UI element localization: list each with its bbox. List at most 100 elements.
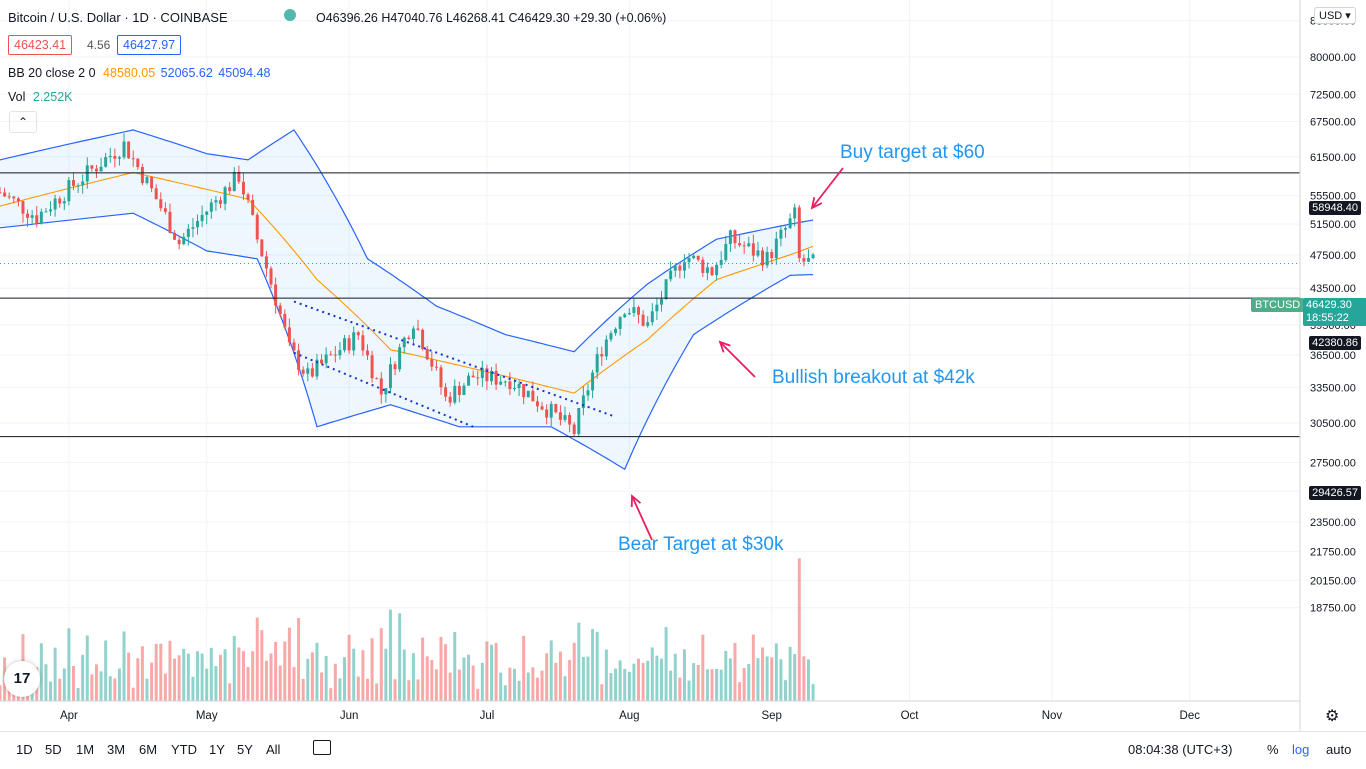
volume-bar — [411, 653, 415, 701]
volume-bar — [173, 658, 177, 701]
x-tick-label: Aug — [619, 710, 639, 722]
candle-body — [154, 188, 158, 200]
tradingview-logo-icon[interactable]: 17 — [4, 661, 40, 697]
volume-bar — [664, 627, 668, 701]
candle-body — [664, 279, 668, 300]
candle-body — [113, 155, 117, 159]
range-button-3m[interactable]: 3M — [107, 742, 126, 757]
candle-body — [21, 201, 25, 214]
candle-body — [545, 409, 549, 418]
candle-body — [531, 390, 535, 402]
candle-body — [416, 328, 420, 330]
candle-body — [163, 208, 167, 212]
candle-body — [595, 354, 599, 373]
symbol-title[interactable]: Bitcoin / U.S. Dollar · 1D · COINBASE — [8, 10, 228, 25]
volume-bar — [260, 630, 264, 701]
price-chart[interactable]: 18750.0020150.0021750.0023500.0025500.00… — [0, 0, 1366, 731]
annotation-arrowhead — [810, 197, 823, 210]
volume-bar — [439, 636, 443, 701]
volume-bar — [72, 665, 75, 701]
volume-bar — [728, 658, 732, 701]
bb-legend[interactable]: BB 20 close 2 0 48580.05 52065.62 45094.… — [8, 66, 270, 80]
candle-body — [241, 181, 245, 195]
candle-body — [402, 337, 406, 348]
gear-icon[interactable]: ⚙ — [1325, 708, 1340, 725]
volume-bar — [278, 665, 282, 701]
chevron-up-icon[interactable]: ⌃ — [9, 111, 37, 133]
x-tick-label: Apr — [60, 710, 78, 722]
range-button-1m[interactable]: 1M — [76, 742, 95, 757]
volume-bar — [434, 669, 438, 701]
volume-bar — [705, 669, 709, 701]
volume-bar — [365, 678, 369, 701]
candle-body — [173, 232, 177, 240]
volume-bar — [154, 643, 158, 701]
candle-body — [499, 381, 503, 385]
volume-bar — [94, 664, 98, 701]
candle-body — [586, 390, 590, 396]
volume-bar — [81, 654, 85, 701]
range-button-ytd[interactable]: YTD — [171, 742, 197, 757]
volume-bar — [76, 687, 80, 701]
candle-body — [453, 385, 457, 403]
volume-bar — [751, 634, 755, 701]
volume-bar — [765, 656, 769, 701]
log-toggle[interactable]: log — [1292, 742, 1310, 757]
range-button-all[interactable]: All — [266, 742, 281, 757]
candle-body — [462, 385, 466, 396]
volume-bar — [462, 657, 466, 701]
candle-body — [421, 329, 425, 349]
candle-body — [747, 243, 751, 247]
candle-body — [669, 270, 673, 280]
clock[interactable]: 08:04:38 (UTC+3) — [1128, 742, 1233, 757]
volume-bar — [485, 641, 489, 701]
y-tick-label: 30500.00 — [1310, 418, 1356, 430]
candle-body — [343, 338, 347, 351]
volume-bar — [292, 667, 296, 701]
candle-body — [205, 211, 209, 215]
volume-bar — [480, 662, 484, 701]
candle-body — [650, 311, 654, 323]
volume-bar — [228, 683, 232, 701]
currency-select[interactable]: USD ▾ — [1314, 7, 1356, 24]
candle-body — [370, 355, 374, 379]
auto-toggle[interactable]: auto — [1326, 742, 1352, 757]
candle-body — [756, 250, 760, 256]
volume-bar — [710, 669, 714, 701]
volume-bar — [641, 662, 645, 701]
volume-legend[interactable]: Vol 2.252K — [8, 90, 73, 104]
buy-price[interactable]: 46427.97 — [117, 35, 182, 55]
volume-bar — [379, 628, 383, 701]
calendar-icon[interactable] — [313, 740, 331, 755]
volume-bar — [659, 658, 663, 701]
candle-body — [563, 415, 567, 420]
volume-bar — [577, 622, 581, 701]
volume-bar — [104, 640, 108, 701]
range-button-5y[interactable]: 5Y — [237, 742, 253, 757]
volume-bar — [99, 671, 103, 701]
candle-body — [398, 347, 402, 370]
last-price: 46429.30 — [1306, 299, 1352, 311]
candle-body — [448, 396, 452, 403]
candle-body — [150, 177, 154, 189]
volume-bar — [223, 649, 227, 701]
candle-body — [508, 381, 512, 390]
percent-toggle[interactable]: % — [1267, 742, 1279, 757]
range-button-1y[interactable]: 1Y — [209, 742, 225, 757]
candle-body — [480, 368, 484, 378]
range-button-6m[interactable]: 6M — [139, 742, 158, 757]
y-tick-label: 33500.00 — [1310, 382, 1356, 394]
candle-body — [136, 158, 140, 168]
sell-price[interactable]: 46423.41 — [8, 35, 73, 55]
volume-bar — [678, 677, 682, 701]
price-tag: 46429.30 18:55:22 — [1303, 298, 1366, 326]
range-button-1d[interactable]: 1D — [16, 742, 33, 757]
range-button-5d[interactable]: 5D — [45, 742, 62, 757]
volume-bar — [297, 617, 301, 701]
candle-body — [659, 299, 663, 305]
volume-bar — [563, 676, 567, 701]
candle-body — [209, 202, 213, 212]
volume-bar — [214, 666, 218, 701]
candle-body — [600, 354, 604, 357]
candle-body — [604, 339, 608, 357]
